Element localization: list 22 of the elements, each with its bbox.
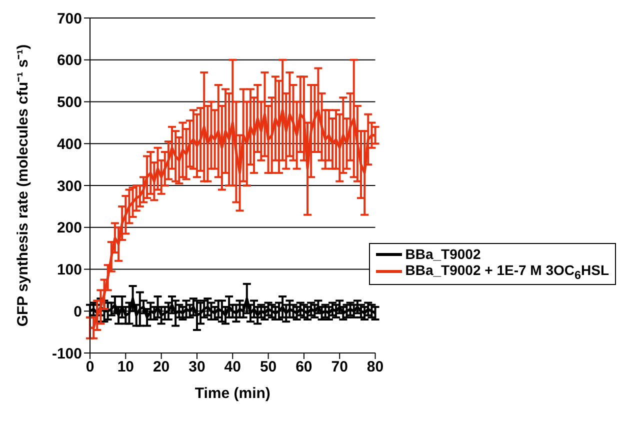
x-tick-label: 20 xyxy=(152,358,170,376)
x-tick-label: 30 xyxy=(188,358,206,376)
y-tick-label: -100 xyxy=(52,345,82,362)
legend-label: BBa_T9002 + 1E-7 M 3OC$_{6}$HSL xyxy=(405,262,609,282)
y-tick-label: 200 xyxy=(56,220,82,237)
x-tick-label: 80 xyxy=(366,358,384,376)
y-tick-label: 600 xyxy=(56,52,82,70)
y-tick-label: 500 xyxy=(56,94,82,112)
x-tick-label: 70 xyxy=(331,358,348,376)
x-tick-label: 10 xyxy=(117,358,134,376)
x-tick-label: 60 xyxy=(296,358,312,376)
x-axis-title: Time (min) xyxy=(194,385,270,402)
y-axis-title: GFP synthesis rate (molecules cfu⁻¹ s⁻¹) xyxy=(14,44,32,327)
y-tick-label: 300 xyxy=(56,178,82,195)
x-tick-label: 0 xyxy=(86,358,94,376)
y-tick-label: 0 xyxy=(74,303,82,320)
legend-label: BBa_T9002 xyxy=(405,246,481,262)
x-tick-label: 50 xyxy=(260,358,277,376)
y-tick-label: 700 xyxy=(56,10,82,28)
x-tick-label: 40 xyxy=(224,358,241,376)
y-tick-label: 100 xyxy=(56,262,82,279)
y-tick-label: 400 xyxy=(56,136,82,153)
